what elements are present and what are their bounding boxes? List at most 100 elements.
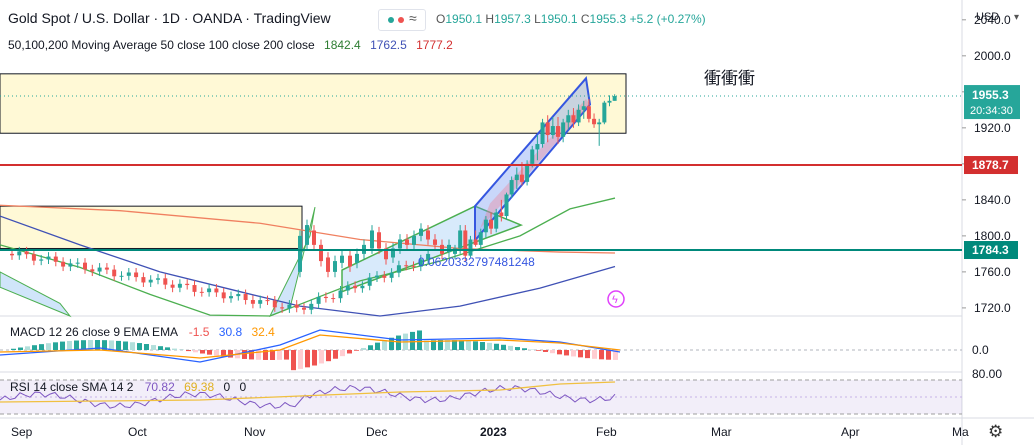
candle-body bbox=[156, 278, 160, 280]
macd-histogram-bar bbox=[186, 350, 191, 352]
candle-body bbox=[384, 248, 388, 260]
macd-histogram-bar bbox=[53, 342, 58, 350]
lightning-glyph: ϟ bbox=[612, 294, 618, 306]
candle-body bbox=[31, 254, 36, 261]
macd-histogram-bar bbox=[74, 340, 79, 350]
macd-histogram-bar bbox=[347, 350, 352, 354]
macd-histogram-bar bbox=[368, 345, 373, 350]
hline-price-label: 1784.3 bbox=[972, 243, 1009, 257]
macd-histogram-bar bbox=[340, 350, 345, 357]
macd-histogram-bar bbox=[606, 350, 611, 360]
rsi-legend: RSI 14 close SMA 14 2 70.82 69.38 0 0 bbox=[10, 380, 247, 394]
candle-body bbox=[576, 109, 581, 123]
ma-legend: 50,100,200 Moving Average 50 close 100 c… bbox=[8, 38, 453, 52]
lightning-icon bbox=[607, 290, 625, 308]
candle-body bbox=[298, 235, 302, 272]
last-price-tag bbox=[964, 85, 1020, 120]
candle-body bbox=[494, 212, 499, 229]
macd-histogram-bar bbox=[361, 347, 366, 350]
macd-histogram-bar bbox=[39, 344, 44, 350]
candle-body bbox=[566, 115, 571, 123]
currency-label: USD bbox=[976, 11, 999, 23]
candle-body bbox=[302, 307, 306, 310]
macd-legend: MACD 12 26 close 9 EMA EMA -1.5 30.8 32.… bbox=[10, 325, 275, 339]
candle-body bbox=[207, 288, 212, 293]
macd-histogram-bar bbox=[424, 340, 429, 350]
candle-body bbox=[426, 230, 430, 240]
candle-body bbox=[305, 225, 309, 245]
candle-body bbox=[61, 261, 66, 267]
y-tick-label: 1800.0 bbox=[974, 229, 1011, 243]
macd-histogram-bar bbox=[564, 350, 569, 356]
symbol-title: Gold Spot / U.S. Dollar · 1D · OANDA · T… bbox=[8, 10, 331, 26]
candle-body bbox=[514, 174, 519, 181]
macd-histogram-bar bbox=[109, 340, 114, 350]
macd-histogram-bar bbox=[494, 343, 499, 350]
candle-body bbox=[265, 300, 270, 302]
candle-body bbox=[473, 239, 478, 245]
candle-body bbox=[250, 300, 255, 304]
macd-histogram-bar bbox=[522, 348, 527, 350]
macd-histogram-bar bbox=[81, 340, 86, 350]
candle-body bbox=[258, 300, 263, 304]
x-tick-label: Nov bbox=[244, 425, 265, 439]
macd-histogram-bar bbox=[438, 340, 443, 350]
left-green-channel bbox=[0, 271, 72, 318]
candle-body bbox=[519, 174, 524, 182]
macd-histogram-bar bbox=[543, 350, 548, 352]
candle-body bbox=[170, 284, 175, 288]
macd-histogram-bar bbox=[151, 345, 156, 350]
macd-histogram-bar bbox=[312, 350, 317, 366]
price-axis-bg bbox=[962, 0, 1034, 445]
macd-histogram-bar bbox=[396, 335, 401, 350]
candle-body bbox=[530, 149, 535, 164]
macd-histogram-bar bbox=[305, 350, 310, 368]
annotation-text: 衝衝衝 bbox=[704, 69, 755, 89]
candle-body bbox=[119, 275, 124, 277]
macd-histogram-bar bbox=[130, 342, 135, 350]
candle-body bbox=[236, 294, 241, 297]
rsi-sma-line bbox=[0, 381, 616, 403]
macd-histogram-bar bbox=[291, 350, 296, 371]
candle-body bbox=[83, 262, 87, 270]
y-tick-label: 1720.0 bbox=[974, 301, 1011, 315]
last-price-label: 1955.3 bbox=[972, 88, 1009, 102]
x-tick-label: Ma bbox=[952, 425, 969, 439]
macd-histogram-bar bbox=[46, 343, 51, 350]
candle-body bbox=[348, 255, 352, 267]
ma200-line bbox=[0, 204, 616, 254]
macd-histogram-bar bbox=[592, 350, 597, 359]
candle-body bbox=[391, 248, 395, 258]
hline-price-label: 1878.7 bbox=[972, 158, 1009, 172]
macd-histogram-bar bbox=[480, 342, 485, 350]
y-tick-label: 1920.0 bbox=[974, 121, 1011, 135]
hline-price-tag bbox=[964, 241, 1018, 260]
candle-body bbox=[148, 279, 153, 283]
macd-histogram-bar bbox=[165, 347, 170, 350]
approx-icon: ≈ bbox=[409, 10, 417, 26]
candle-body bbox=[550, 126, 555, 136]
candle-body bbox=[126, 272, 131, 276]
candle-body bbox=[309, 303, 314, 310]
macd-histogram-bar bbox=[375, 342, 380, 350]
macd-histogram-bar bbox=[18, 347, 23, 350]
candle-body bbox=[323, 296, 328, 299]
candle-body bbox=[419, 228, 423, 236]
candle-body bbox=[509, 180, 514, 195]
candle-body bbox=[294, 304, 299, 308]
candle-body bbox=[382, 275, 387, 278]
x-tick-label: Apr bbox=[841, 425, 860, 439]
candle-body bbox=[134, 272, 139, 278]
ma50-line bbox=[0, 197, 616, 317]
candle-body bbox=[360, 285, 365, 289]
candle-body bbox=[489, 219, 494, 229]
macd-histogram-bar bbox=[599, 350, 604, 360]
y-tick-label: 1840.0 bbox=[974, 193, 1011, 207]
compare-dots-button[interactable]: ≈ bbox=[378, 9, 426, 31]
macd-histogram-bar bbox=[585, 350, 590, 359]
y-tick-label: 2040.0 bbox=[974, 13, 1011, 27]
candle-body bbox=[453, 248, 457, 254]
candle-body bbox=[433, 239, 437, 245]
